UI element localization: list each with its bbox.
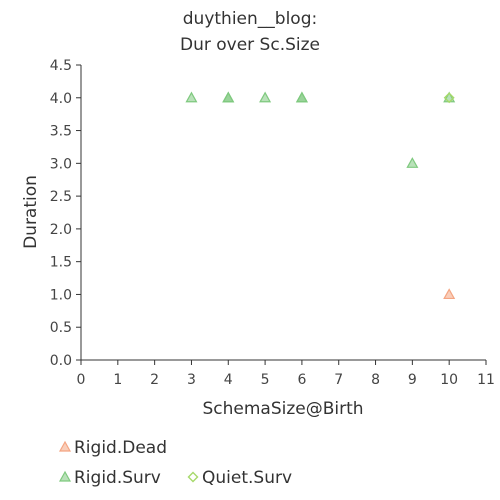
x-tick-label: 6 bbox=[297, 372, 306, 388]
x-tick-label: 8 bbox=[371, 372, 380, 388]
y-tick-label: 1.0 bbox=[50, 287, 72, 303]
axes bbox=[80, 65, 486, 361]
data-point bbox=[259, 91, 272, 103]
x-tick-label: 2 bbox=[150, 372, 159, 388]
y-axis-label: Duration bbox=[21, 175, 41, 249]
y-tick-label: 2.0 bbox=[50, 222, 72, 238]
legend-marker-icon bbox=[58, 440, 72, 452]
x-tick-label: 5 bbox=[261, 372, 270, 388]
legend-label: Rigid.Dead bbox=[74, 438, 167, 458]
data-point bbox=[406, 157, 419, 168]
x-tick-label: 10 bbox=[440, 372, 458, 388]
data-point bbox=[443, 92, 455, 104]
y-ticks: 0.0 0.5 1.0 1.5 2.0 2.5 3.0 3.5 4.0 4.5 bbox=[50, 58, 81, 369]
x-tick-label: 4 bbox=[224, 372, 233, 388]
x-tick-label: 7 bbox=[334, 372, 343, 388]
data-point bbox=[295, 91, 308, 103]
chart-title-line-1: duythien__blog: bbox=[183, 9, 317, 29]
y-tick-label: 0.0 bbox=[50, 353, 72, 369]
y-tick-label: 4.0 bbox=[50, 91, 72, 107]
y-tick-label: 4.5 bbox=[50, 58, 72, 74]
y-tick-label: 2.5 bbox=[50, 189, 72, 205]
x-tick-label: 11 bbox=[477, 372, 495, 388]
legend-marker-icon bbox=[58, 470, 72, 482]
x-axis-label: SchemaSize@Birth bbox=[202, 399, 363, 419]
legend-item: Quiet.Surv bbox=[187, 468, 292, 488]
legend-item: Rigid.Surv bbox=[58, 468, 161, 488]
x-ticks: 0 1 2 3 4 5 6 7 8 9 10 11 bbox=[77, 360, 495, 388]
x-tick-label: 0 bbox=[77, 372, 86, 388]
x-tick-label: 3 bbox=[187, 372, 196, 388]
chart-title-line-2: Dur over Sc.Size bbox=[180, 35, 320, 55]
y-tick-label: 1.5 bbox=[50, 255, 72, 271]
legend-item: Rigid.Dead bbox=[58, 438, 167, 458]
data-point bbox=[443, 288, 456, 300]
data-point bbox=[222, 91, 235, 103]
data-points bbox=[185, 91, 456, 300]
data-point bbox=[185, 91, 198, 103]
legend-marker-icon bbox=[187, 471, 199, 483]
y-tick-label: 0.5 bbox=[50, 320, 72, 336]
legend-label: Rigid.Surv bbox=[74, 468, 161, 488]
x-tick-label: 1 bbox=[113, 372, 122, 388]
x-tick-label: 9 bbox=[408, 372, 417, 388]
legend: Rigid.Dead Rigid.Surv Quiet.Surv bbox=[58, 438, 292, 488]
y-tick-label: 3.5 bbox=[50, 124, 72, 140]
y-tick-label: 3.0 bbox=[50, 156, 72, 172]
legend-label: Quiet.Surv bbox=[202, 468, 292, 488]
